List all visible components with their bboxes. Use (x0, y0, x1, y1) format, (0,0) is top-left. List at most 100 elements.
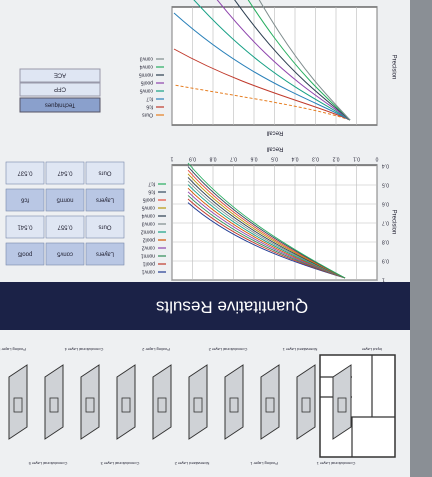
layer-block (224, 364, 244, 440)
layer-label: Convolutional Layer 1 (316, 461, 355, 466)
table-cell-text: norm5 (56, 196, 74, 202)
table-cell (5, 161, 45, 185)
x-tick-label: 0 (375, 156, 378, 162)
table-cell-text: Layers (96, 196, 114, 202)
layer-kernel (49, 397, 59, 413)
x-axis-label: Recall (267, 129, 284, 135)
layer-label: Convolutional Layer 4 (64, 347, 103, 352)
table-cell-text: 0.557 (57, 223, 73, 229)
table-cell-text: Ours (98, 223, 111, 229)
legend-label: conv2 (141, 245, 155, 251)
legend-label: norm5 (139, 72, 153, 78)
layer-block (188, 364, 208, 440)
legend-label: pool5 (141, 80, 153, 86)
layer-kernel (121, 397, 131, 413)
table-cell-text: 0.537 (17, 169, 33, 175)
x-tick-label: 0.7 (230, 156, 237, 162)
legend-label: norm1 (141, 253, 155, 259)
legend-label: fc7 (148, 181, 155, 187)
table-cell (45, 188, 85, 212)
legend-label: Ours (142, 112, 153, 118)
curve (187, 162, 346, 279)
layer-kernel (85, 397, 95, 413)
layer-kernel (265, 397, 275, 413)
layer-block (260, 364, 280, 440)
y-tick-label: 0.8 (382, 239, 389, 245)
table-cell (45, 161, 85, 185)
layer-label: Normalized Layer 2 (174, 461, 209, 466)
x-axis-label: Recall (267, 145, 284, 151)
layer-kernel (13, 397, 23, 413)
x-tick-label: 0.5 (271, 156, 278, 162)
layer-kernel (301, 397, 311, 413)
table-cell-text: fc6 (20, 196, 29, 202)
table-cell-text: CFP (54, 85, 66, 91)
layer-block (296, 364, 316, 440)
legend-label: pool5 (143, 197, 155, 203)
table-cell (19, 82, 101, 97)
table-cell (19, 68, 101, 83)
layer-block (44, 364, 64, 440)
x-tick-label: 1 (170, 156, 173, 162)
table-cell (85, 215, 125, 239)
table-cell (85, 188, 125, 212)
layer-label: Pooling Layer 2 (141, 347, 170, 352)
table-cell (5, 188, 45, 212)
layer-kernel (157, 397, 167, 413)
layer-label: Normalized Layer 1 (282, 347, 317, 352)
layer-block (80, 364, 100, 440)
x-tick-label: 0.2 (332, 156, 339, 162)
curve (193, 0, 351, 121)
layer-block (116, 364, 136, 440)
table-cell-text: conv5 (56, 250, 73, 256)
curve (258, 0, 351, 121)
layer-label: Convolutional Layer 5 (28, 461, 67, 466)
x-tick-label: 0.9 (189, 156, 196, 162)
table-cell (45, 215, 85, 239)
legend-label: pool2 (143, 237, 155, 243)
layer-block (332, 364, 352, 440)
layer-kernel (229, 397, 239, 413)
curve (247, 0, 351, 121)
y-axis-label: Precision (390, 55, 396, 80)
x-tick-label: 0.4 (291, 156, 298, 162)
curve (216, 0, 351, 121)
legend-label: conv3 (141, 221, 155, 227)
legend-label: conv4 (139, 64, 153, 70)
y-tick-label: 1 (382, 277, 385, 283)
curve (234, 0, 351, 121)
layer-block (8, 364, 28, 440)
layer-block (152, 364, 172, 440)
legend-label: fc6 (146, 104, 153, 110)
table-cell-text: 0.547 (57, 169, 73, 175)
curve (173, 48, 351, 121)
y-tick-label: 0.7 (382, 220, 389, 226)
input-floor-plan (319, 354, 396, 458)
table-cell-text: 0.541 (17, 223, 33, 229)
legend-label: conv5 (141, 205, 155, 211)
table-cell (85, 242, 125, 266)
layer-kernel (337, 397, 347, 413)
table-cell-text: pool5 (17, 250, 32, 256)
curve (173, 84, 351, 121)
legend-label: pool1 (143, 261, 155, 267)
x-tick-label: 0.8 (209, 156, 216, 162)
layer-label: Input Layer (361, 347, 382, 352)
layer-label: Convolutional Layer 2 (208, 347, 247, 352)
y-axis-label: Precision (390, 210, 396, 235)
legend-label: conv4 (141, 213, 155, 219)
legend-label: conv5 (139, 88, 153, 94)
x-tick-label: 0.6 (250, 156, 257, 162)
table-cell-text: Ours (98, 169, 111, 175)
table-header (19, 97, 101, 113)
table-cell (5, 242, 45, 266)
y-tick-label: 0.9 (382, 258, 389, 264)
legend-label: norm2 (141, 229, 155, 235)
table-cell-text: Layers (96, 250, 114, 256)
banner (0, 282, 410, 330)
table-cell (5, 215, 45, 239)
legend-label: fc6 (148, 189, 155, 195)
y-tick-label: 0.6 (382, 201, 389, 207)
y-tick-label: 0.4 (382, 163, 389, 169)
